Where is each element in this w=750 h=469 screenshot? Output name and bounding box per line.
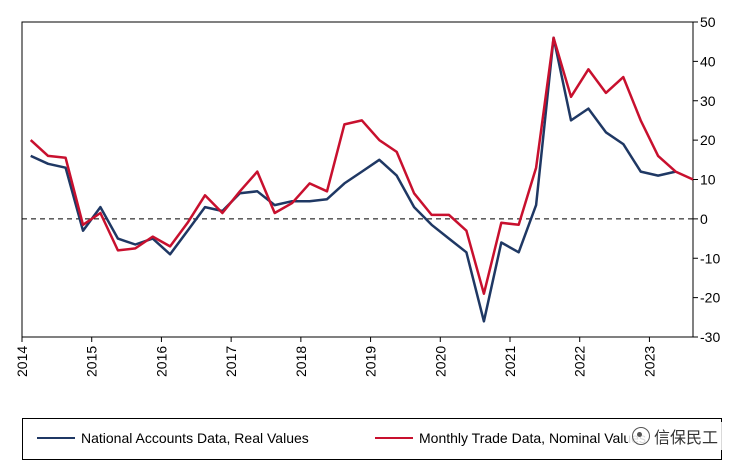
x-tick-label: 2017 — [223, 346, 239, 377]
x-axis: 2014 2015 2016 2017 2018 2019 2020 2021 2022 2023 — [14, 337, 657, 377]
y-tick-label: 50 — [700, 14, 716, 30]
legend: National Accounts Data, Real Values Mont… — [22, 418, 722, 460]
x-tick-label: 2016 — [153, 346, 169, 377]
x-tick-label: 2023 — [641, 346, 657, 377]
x-tick-label: 2018 — [293, 346, 309, 377]
y-tick-label: 30 — [700, 93, 716, 109]
legend-item-monthly-trade: Monthly Trade Data, Nominal Values — [375, 430, 646, 446]
plot-frame — [21, 21, 694, 338]
legend-label-national-accounts: National Accounts Data, Real Values — [81, 430, 309, 446]
watermark: 信保民工 — [628, 422, 723, 450]
x-tick-label: 2015 — [84, 346, 100, 377]
y-axis: -30 -20 -10 0 10 20 30 40 50 — [693, 14, 720, 345]
y-tick-label: -20 — [700, 290, 720, 306]
series-line-monthly-trade — [29, 36, 694, 295]
x-tick-label: 2014 — [14, 346, 30, 377]
series-line-national-accounts — [30, 36, 676, 323]
y-tick-label: 40 — [700, 53, 716, 69]
y-tick-label: 0 — [700, 211, 708, 227]
y-tick-label: -30 — [700, 329, 720, 345]
x-tick-label: 2021 — [502, 346, 518, 377]
legend-label-monthly-trade: Monthly Trade Data, Nominal Values — [419, 430, 646, 446]
wechat-icon — [632, 427, 650, 445]
y-tick-label: -10 — [700, 250, 720, 266]
y-tick-label: 10 — [700, 172, 716, 188]
x-tick-label: 2022 — [572, 346, 588, 377]
legend-swatch-monthly-trade — [375, 436, 413, 440]
chart: 2014 2015 2016 2017 2018 2019 2020 2021 2022 2023… — [14, 14, 720, 377]
legend-swatch-national-accounts — [37, 436, 75, 440]
series-lines — [29, 36, 694, 323]
legend-item-national-accounts: National Accounts Data, Real Values — [37, 430, 309, 446]
watermark-text: 信保民工 — [654, 428, 719, 447]
x-tick-label: 2020 — [432, 346, 448, 377]
x-tick-label: 2019 — [363, 346, 379, 377]
y-tick-label: 20 — [700, 132, 716, 148]
